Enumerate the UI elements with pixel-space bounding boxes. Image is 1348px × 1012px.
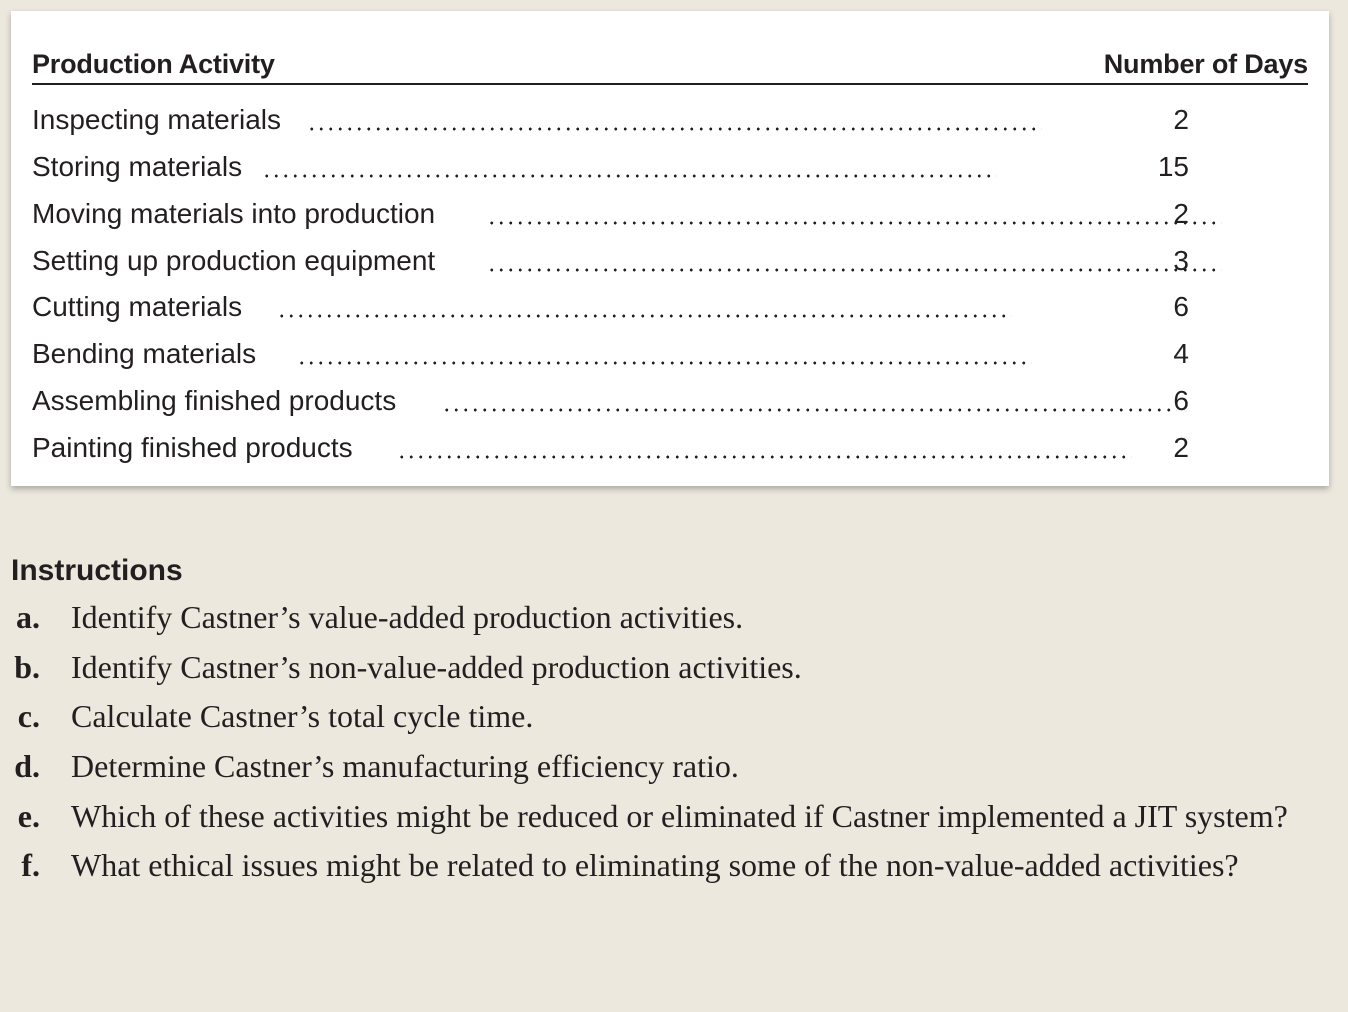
header-number-of-days: Number of Days [1103,49,1308,79]
days-value: 2 [1173,104,1189,135]
instruction-item: e. Which of these activities might be re… [0,796,1348,836]
instruction-item: c. Calculate Castner’s total cycle time. [0,696,1348,736]
dot-leader [277,314,1012,318]
table-row: Setting up production equipment 3 [32,243,1309,279]
item-letter: c. [17,698,40,734]
days-value: 3 [1173,245,1189,276]
activity-label: Inspecting materials [32,102,282,138]
dot-leader [487,268,1222,272]
table-row: Moving materials into production 2 [32,196,1309,232]
table-row: Bending materials 4 [32,336,1309,372]
table-row: Inspecting materials 2 [32,102,1309,138]
item-letter: d. [14,748,40,784]
item-text: Identify Castner’s non-value-added produ… [71,649,802,685]
days-value: 2 [1173,198,1189,229]
dot-leader [397,455,1132,459]
dot-leader [487,221,1222,225]
table-row: Painting finished products 2 [32,430,1309,466]
item-text: Calculate Castner’s total cycle time. [71,698,534,734]
production-activity-table: Production Activity Number of Days Inspe… [11,11,1329,486]
item-letter: a. [16,599,40,635]
activity-label: Storing materials [32,149,243,185]
instruction-item: d. Determine Castner’s manufacturing eff… [0,746,1348,786]
item-letter: b. [14,649,40,685]
item-text: What ethical issues might be related to … [71,847,1239,883]
table-row: Storing materials 15 [32,149,1309,185]
table-row: Cutting materials 6 [32,289,1309,325]
activity-label: Assembling finished products [32,383,397,419]
item-text: Determine Castner’s manufacturing effici… [71,748,739,784]
days-value: 15 [1157,151,1189,182]
header-rule [32,83,1308,85]
days-value: 4 [1173,338,1189,369]
instructions-heading: Instructions [11,554,183,587]
dot-leader [297,361,1032,365]
instruction-item: f. What ethical issues might be related … [0,845,1348,885]
activity-label: Cutting materials [32,289,243,325]
days-value: 6 [1173,291,1189,322]
activity-label: Moving materials into production [32,196,436,232]
activity-label: Painting finished products [32,430,353,466]
days-value: 6 [1173,385,1189,416]
table-row: Assembling finished products 6 [32,383,1309,419]
instruction-item: a. Identify Castner’s value-added produc… [0,597,1348,637]
item-text: Identify Castner’s value-added productio… [71,599,744,635]
dot-leader [442,408,1177,412]
days-value: 2 [1173,432,1189,463]
instruction-item: b. Identify Castner’s non-value-added pr… [0,647,1348,687]
activity-label: Bending materials [32,336,257,372]
item-text: Which of these activities might be reduc… [71,798,1288,834]
header-production-activity: Production Activity [32,49,275,79]
item-letter: e. [17,798,40,834]
dot-leader [307,127,1042,131]
activity-label: Setting up production equipment [32,243,436,279]
dot-leader [262,174,997,178]
item-letter: f. [21,847,40,883]
